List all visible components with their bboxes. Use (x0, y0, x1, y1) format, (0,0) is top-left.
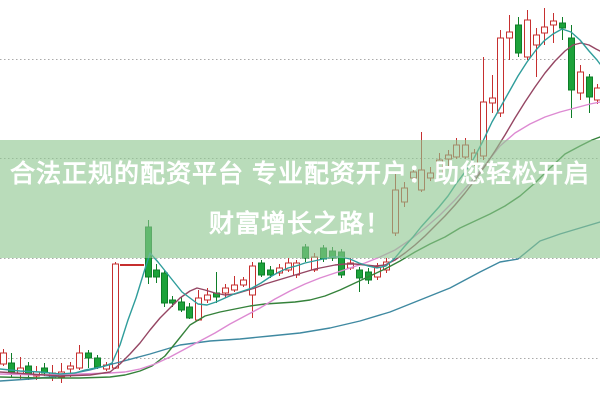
candle-body-up (524, 19, 531, 58)
candle-body-down (258, 262, 265, 276)
promo-banner-line-2: 财富增长之路！ (208, 210, 391, 238)
candle-body-down (356, 269, 363, 279)
candle-body-up (533, 34, 540, 46)
candle-body-down (94, 357, 101, 368)
candle-body-up (222, 287, 229, 294)
candle-body-down (515, 24, 522, 54)
candle-body-down (568, 37, 575, 91)
candle-body-up (541, 26, 548, 34)
candle-body-down (178, 301, 185, 311)
candle-body-up (489, 97, 496, 104)
candle-body-up (594, 87, 600, 101)
candle-body-down (169, 299, 176, 304)
candle-body-up (577, 71, 584, 94)
candle-body-down (85, 352, 92, 359)
promo-banner-line-1: 合法正规的配资平台 专业配资开户：助您轻松开启 (10, 160, 590, 188)
candle-body-up (249, 265, 256, 296)
candle-body-up (506, 31, 513, 39)
ma-maroon (0, 42, 600, 377)
promo-banner: 合法正规的配资平台 专业配资开户：助您轻松开启 财富增长之路！ (0, 140, 600, 258)
candle-body-up (497, 37, 504, 114)
candle-body-up (76, 352, 83, 369)
candle-body-down (559, 22, 566, 29)
candle-body-down (25, 365, 32, 375)
candle-body-up (112, 263, 119, 369)
candle-body-down (8, 362, 15, 373)
candle-body-down (161, 272, 168, 304)
ma-fast-teal (0, 28, 600, 375)
candle-body-up (240, 279, 247, 286)
candle-body-down (153, 269, 160, 278)
candle-body-up (195, 297, 202, 321)
candle-body-up (550, 20, 557, 26)
candle-body-up (231, 284, 238, 291)
candle-body-up (204, 294, 211, 301)
candle-body-up (0, 352, 7, 365)
candle-body-down (586, 76, 593, 98)
candle-body-down (267, 269, 274, 276)
candle-body-down (186, 306, 193, 319)
candle-body-up (67, 365, 74, 370)
ma-pink (0, 101, 600, 376)
